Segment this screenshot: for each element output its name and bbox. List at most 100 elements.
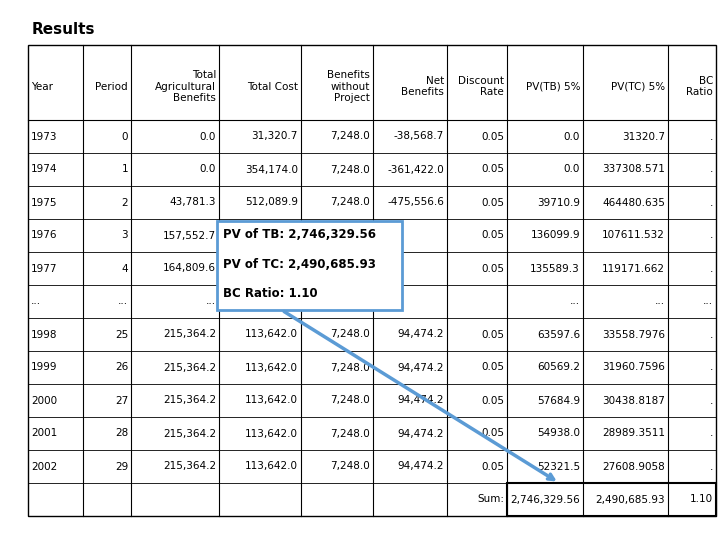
Text: 119171.662: 119171.662	[602, 264, 665, 273]
Text: 7,248.0: 7,248.0	[330, 231, 370, 240]
Text: 164,809.6: 164,809.6	[163, 264, 216, 273]
Text: ...: ...	[655, 296, 665, 307]
Text: ...: ...	[206, 296, 216, 307]
Text: 33558.7976: 33558.7976	[602, 329, 665, 340]
Text: PV(TC) 5%: PV(TC) 5%	[611, 82, 665, 91]
Text: 337308.571: 337308.571	[602, 165, 665, 174]
Text: 1.10: 1.10	[690, 495, 713, 504]
Text: 144,853: 144,853	[255, 264, 298, 273]
Text: PV of TB: 2,746,329.56: PV of TB: 2,746,329.56	[223, 228, 376, 241]
Text: 0.05: 0.05	[481, 231, 504, 240]
Text: 63597.6: 63597.6	[537, 329, 580, 340]
Text: 464480.635: 464480.635	[602, 198, 665, 207]
Text: 2001: 2001	[31, 429, 58, 438]
Text: 0.05: 0.05	[481, 362, 504, 373]
Text: 2,746,329.56: 2,746,329.56	[510, 495, 580, 504]
Text: Benefits
without
Project: Benefits without Project	[327, 70, 370, 103]
Text: 31,320.7: 31,320.7	[251, 132, 298, 141]
Text: 2000: 2000	[31, 395, 57, 406]
Text: ...: ...	[31, 296, 41, 307]
Text: 512,089.9: 512,089.9	[245, 198, 298, 207]
Text: .: .	[710, 231, 713, 240]
Text: .: .	[710, 329, 713, 340]
Text: 1998: 1998	[31, 329, 58, 340]
Text: 7,248.0: 7,248.0	[330, 165, 370, 174]
Text: 52321.5: 52321.5	[537, 462, 580, 471]
Text: 354,174.0: 354,174.0	[245, 165, 298, 174]
Text: 1999: 1999	[31, 362, 58, 373]
Text: 215,364.2: 215,364.2	[163, 429, 216, 438]
Text: BC Ratio: 1.10: BC Ratio: 1.10	[223, 287, 318, 300]
Text: .: .	[710, 264, 713, 273]
Text: Period: Period	[95, 82, 128, 91]
Text: 0: 0	[122, 132, 128, 141]
Text: Total Cost: Total Cost	[247, 82, 298, 91]
Text: 0.05: 0.05	[481, 395, 504, 406]
Text: PV of TC: 2,490,685.93: PV of TC: 2,490,685.93	[223, 258, 376, 271]
Text: 1976: 1976	[31, 231, 58, 240]
Text: 107611.532: 107611.532	[602, 231, 665, 240]
Text: Total
Agricultural
Benefits: Total Agricultural Benefits	[155, 70, 216, 103]
Text: .: .	[710, 198, 713, 207]
Text: 157,552.7: 157,552.7	[163, 231, 216, 240]
Text: 60569.2: 60569.2	[537, 362, 580, 373]
Text: 0.0: 0.0	[199, 132, 216, 141]
Text: 26: 26	[114, 362, 128, 373]
Text: 215,364.2: 215,364.2	[163, 362, 216, 373]
Text: 1: 1	[122, 165, 128, 174]
Text: 0.0: 0.0	[199, 165, 216, 174]
Text: .: .	[710, 429, 713, 438]
Text: 7,248.0: 7,248.0	[330, 198, 370, 207]
Text: ...: ...	[118, 296, 128, 307]
Text: 113,642.0: 113,642.0	[245, 329, 298, 340]
Bar	[28, 45, 716, 516]
Text: 39710.9: 39710.9	[537, 198, 580, 207]
Text: 57684.9: 57684.9	[537, 395, 580, 406]
Text: -475,556.6: -475,556.6	[387, 198, 444, 207]
Text: .: .	[710, 132, 713, 141]
Text: 94,474.2: 94,474.2	[397, 362, 444, 373]
Text: .: .	[710, 462, 713, 471]
Text: 25: 25	[114, 329, 128, 340]
Text: 29: 29	[114, 462, 128, 471]
Text: 7,248.0: 7,248.0	[330, 462, 370, 471]
Text: 7,248.0: 7,248.0	[330, 395, 370, 406]
Text: 215,364.2: 215,364.2	[163, 395, 216, 406]
Text: 2002: 2002	[31, 462, 58, 471]
Text: ...: ...	[570, 296, 580, 307]
Text: 2: 2	[122, 198, 128, 207]
Text: 27: 27	[114, 395, 128, 406]
Text: 1977: 1977	[31, 264, 58, 273]
Text: ...: ...	[288, 296, 298, 307]
Text: .: .	[710, 395, 713, 406]
Text: Discount
Rate: Discount Rate	[458, 76, 504, 97]
Text: 54938.0: 54938.0	[537, 429, 580, 438]
Text: 1974: 1974	[31, 165, 58, 174]
Text: 124,573: 124,573	[255, 231, 298, 240]
Text: Year: Year	[31, 82, 53, 91]
Text: 7,248.0: 7,248.0	[330, 362, 370, 373]
Text: 0.05: 0.05	[481, 329, 504, 340]
Text: 215,364.2: 215,364.2	[163, 329, 216, 340]
Text: 113,642.0: 113,642.0	[245, 462, 298, 471]
Text: 0.0: 0.0	[564, 165, 580, 174]
Text: 136099.9: 136099.9	[531, 231, 580, 240]
Text: 3: 3	[122, 231, 128, 240]
Text: 135589.3: 135589.3	[530, 264, 580, 273]
Text: 43,781.3: 43,781.3	[169, 198, 216, 207]
Text: 94,474.2: 94,474.2	[397, 329, 444, 340]
Text: -38,568.7: -38,568.7	[394, 132, 444, 141]
Text: 30438.8187: 30438.8187	[602, 395, 665, 406]
Bar	[217, 221, 402, 310]
Text: Sum:: Sum:	[477, 495, 504, 504]
Text: 0.0: 0.0	[564, 132, 580, 141]
Text: 113,642.0: 113,642.0	[245, 362, 298, 373]
Text: 113,642.0: 113,642.0	[245, 429, 298, 438]
Text: 0.05: 0.05	[481, 198, 504, 207]
Text: 0.05: 0.05	[481, 429, 504, 438]
Text: 0.05: 0.05	[481, 264, 504, 273]
Text: 7,248.0: 7,248.0	[330, 429, 370, 438]
Bar	[507, 483, 716, 516]
Text: 113,642.0: 113,642.0	[245, 395, 298, 406]
Text: 94,474.2: 94,474.2	[397, 429, 444, 438]
